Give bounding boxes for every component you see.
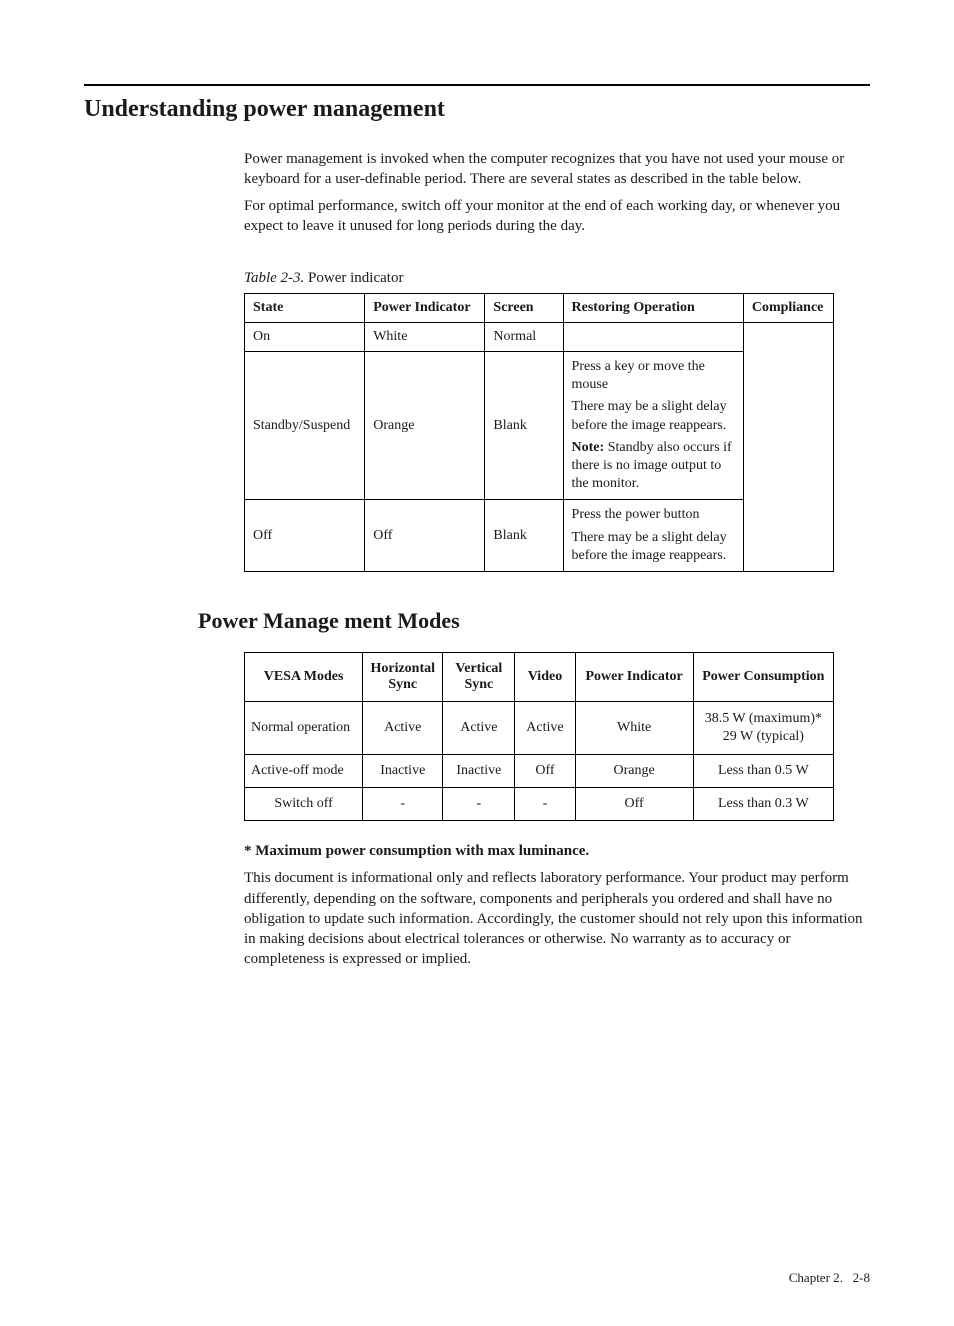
table-row: Switch off - - - Off Less than 0.3 W (245, 788, 834, 821)
pc-line: 29 W (typical) (700, 728, 827, 746)
restore-line: Press the power button (572, 506, 735, 524)
table-caption-label: Table 2-3. (244, 270, 304, 286)
col-power-indicator: Power Indicator (365, 294, 485, 323)
table-header-row: VESA Modes Horizontal Sync Vertical Sync… (245, 652, 834, 701)
cell-pi: Orange (575, 755, 693, 788)
cell-pi: White (575, 701, 693, 754)
col-vesa: VESA Modes (245, 652, 363, 701)
page-footer: Chapter 2. 2-8 (84, 1270, 870, 1286)
cell-pi: Orange (365, 352, 485, 500)
cell-h: Inactive (363, 755, 443, 788)
cell-screen: Blank (485, 500, 563, 572)
cell-vesa: Normal operation (245, 701, 363, 754)
col-restoring: Restoring Operation (563, 294, 743, 323)
disclaimer: This document is informational only and … (244, 868, 870, 969)
cell-restore: Press the power button There may be a sl… (563, 500, 743, 572)
modes-block: VESA Modes Horizontal Sync Vertical Sync… (244, 652, 870, 970)
cell-h: - (363, 788, 443, 821)
table-row: Normal operation Active Active Active Wh… (245, 701, 834, 754)
col-hsync: Horizontal Sync (363, 652, 443, 701)
cell-vesa: Switch off (245, 788, 363, 821)
cell-v: - (443, 788, 515, 821)
cell-screen: Blank (485, 352, 563, 500)
col-video: Video (515, 652, 575, 701)
col-vsync: Vertical Sync (443, 652, 515, 701)
footer-page: 2-8 (853, 1270, 870, 1285)
intro-paragraph-2: For optimal performance, switch off your… (244, 196, 870, 237)
section-heading: Understanding power management (84, 96, 870, 123)
col-compliance: Compliance (743, 294, 833, 323)
top-rule (84, 84, 870, 86)
col-screen: Screen (485, 294, 563, 323)
cell-compliance (743, 323, 833, 572)
intro-block: Power management is invoked when the com… (244, 149, 870, 572)
footer-chapter: Chapter 2. (789, 1270, 843, 1285)
note-label: Note: (572, 440, 605, 455)
table-caption-text: Power indicator (304, 270, 403, 286)
cell-restore (563, 323, 743, 352)
restore-note: Note: Standby also occurs if there is no… (572, 439, 735, 494)
pc-line: 38.5 W (maximum)* (700, 710, 827, 728)
restore-line: Press a key or move the mouse (572, 358, 735, 394)
cell-pc: Less than 0.3 W (693, 788, 833, 821)
page-container: Understanding power management Power man… (0, 0, 954, 1326)
col-pc: Power Consumption (693, 652, 833, 701)
cell-vid: - (515, 788, 575, 821)
cell-v: Active (443, 701, 515, 754)
table-header-row: State Power Indicator Screen Restoring O… (245, 294, 834, 323)
table-caption: Table 2-3. Power indicator (244, 270, 870, 287)
intro-paragraph-1: Power management is invoked when the com… (244, 149, 870, 190)
cell-pi: Off (575, 788, 693, 821)
cell-state: On (245, 323, 365, 352)
cell-state: Off (245, 500, 365, 572)
sub-heading: Power Manage ment Modes (198, 608, 870, 634)
col-pi: Power Indicator (575, 652, 693, 701)
cell-restore: Press a key or move the mouse There may … (563, 352, 743, 500)
cell-pc: Less than 0.5 W (693, 755, 833, 788)
restore-line: There may be a slight delay before the i… (572, 398, 735, 434)
table-row: On White Normal (245, 323, 834, 352)
cell-vid: Off (515, 755, 575, 788)
footnote-bold: * Maximum power consumption with max lum… (244, 843, 870, 860)
power-indicator-table: State Power Indicator Screen Restoring O… (244, 293, 834, 572)
col-state: State (245, 294, 365, 323)
cell-pi: White (365, 323, 485, 352)
cell-h: Active (363, 701, 443, 754)
cell-pc: 38.5 W (maximum)* 29 W (typical) (693, 701, 833, 754)
table-row: Active-off mode Inactive Inactive Off Or… (245, 755, 834, 788)
cell-state: Standby/Suspend (245, 352, 365, 500)
cell-pi: Off (365, 500, 485, 572)
restore-line: There may be a slight delay before the i… (572, 529, 735, 565)
cell-vid: Active (515, 701, 575, 754)
cell-screen: Normal (485, 323, 563, 352)
power-modes-table: VESA Modes Horizontal Sync Vertical Sync… (244, 652, 834, 821)
cell-v: Inactive (443, 755, 515, 788)
cell-vesa: Active-off mode (245, 755, 363, 788)
